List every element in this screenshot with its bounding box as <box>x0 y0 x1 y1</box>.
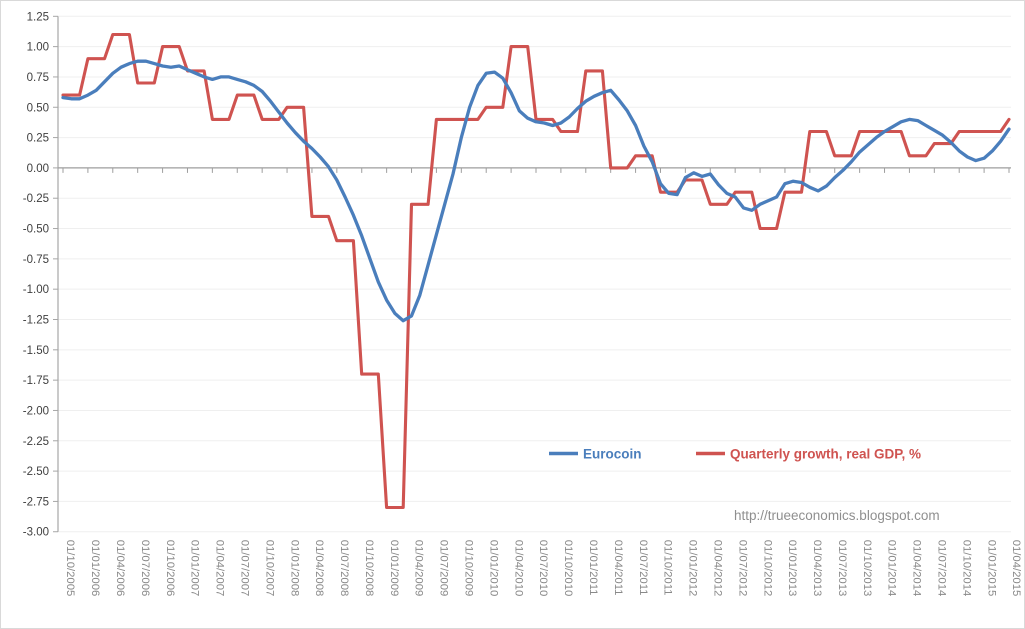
x-tick-label: 01/04/2006 <box>114 540 126 597</box>
x-tick-label: 01/07/2006 <box>139 540 151 597</box>
x-tick-label: 01/10/2008 <box>363 540 375 597</box>
y-tick-label: 0.75 <box>27 72 49 84</box>
gridlines <box>58 15 1011 533</box>
x-tick-label: 01/10/2009 <box>463 540 475 597</box>
x-tick-label: 01/04/2008 <box>313 540 325 597</box>
x-tick-label: 01/01/2013 <box>786 540 798 597</box>
x-tick-label: 01/04/2011 <box>612 540 624 596</box>
x-tick-label: 01/10/2006 <box>164 540 176 597</box>
x-tick-label: 01/10/2012 <box>761 540 773 597</box>
y-tick-label: -1.00 <box>23 284 49 296</box>
x-tick-label: 01/10/2007 <box>263 540 275 597</box>
y-tick-label: -2.00 <box>23 405 49 417</box>
legend: Eurocoin Quarterly growth, real GDP, % <box>549 447 921 462</box>
legend-label-eurocoin: Eurocoin <box>583 447 642 462</box>
x-tick-label: 01/04/2009 <box>413 540 425 597</box>
axis-labels: 1.25 1.00 0.75 0.50 0.25 0.00 -0.25 -0.50 -0.75 -… <box>23 11 1022 596</box>
x-tick-label: 01/07/2010 <box>537 540 549 597</box>
x-tick-label: 01/07/2011 <box>637 540 649 596</box>
x-tick-label: 01/04/2015 <box>1010 540 1022 597</box>
y-tick-label: 0.00 <box>27 163 49 175</box>
x-tick-label: 01/04/2013 <box>811 540 823 597</box>
x-tick-label: 01/04/2014 <box>911 540 923 597</box>
x-tick-label: 01/01/2010 <box>487 540 499 597</box>
x-tick-label: 01/04/2010 <box>512 540 524 597</box>
y-tick-label: -2.75 <box>23 496 49 508</box>
y-tick-label: -2.50 <box>23 466 49 478</box>
y-tick-label: 0.50 <box>27 102 49 114</box>
x-tick-label: 01/07/2014 <box>936 540 948 597</box>
x-tick-label: 01/01/2014 <box>886 540 898 597</box>
x-tick-label: 01/07/2007 <box>238 540 250 597</box>
gdp-growth-line <box>61 32 1011 510</box>
x-tick-label: 01/04/2007 <box>214 540 226 597</box>
y-tick-label: 1.00 <box>27 42 49 54</box>
x-tick-label: 01/01/2009 <box>388 540 400 597</box>
y-tick-label: -3.00 <box>23 527 49 539</box>
x-tick-label: 01/01/2006 <box>89 540 101 597</box>
x-tick-label: 01/07/2008 <box>338 540 350 597</box>
series-lines <box>61 32 1011 510</box>
axes <box>53 15 1011 533</box>
x-tick-label: 01/10/2011 <box>662 540 674 596</box>
x-tick-label: 01/01/2015 <box>985 540 997 597</box>
x-tick-label: 01/01/2012 <box>687 540 699 597</box>
y-tick-label: -2.25 <box>23 436 49 448</box>
x-tick-label: 01/01/2007 <box>189 540 201 597</box>
x-tick-label: 01/10/2014 <box>960 540 972 597</box>
x-tick-label: 01/10/2005 <box>64 540 76 597</box>
y-tick-label: 1.25 <box>27 11 49 23</box>
legend-label-gdp: Quarterly growth, real GDP, % <box>730 447 921 462</box>
x-tick-label: 01/04/2012 <box>711 540 723 597</box>
y-tick-label: -1.25 <box>23 315 49 327</box>
x-tick-label: 01/10/2013 <box>861 540 873 597</box>
watermark-url: http://trueeconomics.blogspot.com <box>734 508 940 523</box>
eurocoin-line <box>61 59 1011 323</box>
y-tick-label: -0.50 <box>23 224 49 236</box>
y-tick-label: 0.25 <box>27 133 49 145</box>
x-tick-label: 01/01/2011 <box>587 540 599 596</box>
x-tick-label: 01/07/2013 <box>836 540 848 597</box>
x-tick-label: 01/07/2012 <box>736 540 748 597</box>
y-tick-label: -1.50 <box>23 345 49 357</box>
y-tick-label: -0.25 <box>23 193 49 205</box>
y-tick-label: -0.75 <box>23 254 49 266</box>
y-tick-label: -1.75 <box>23 375 49 387</box>
x-tick-label: 01/10/2010 <box>562 540 574 597</box>
x-tick-label: 01/01/2008 <box>288 540 300 597</box>
x-tick-label: 01/07/2009 <box>438 540 450 597</box>
